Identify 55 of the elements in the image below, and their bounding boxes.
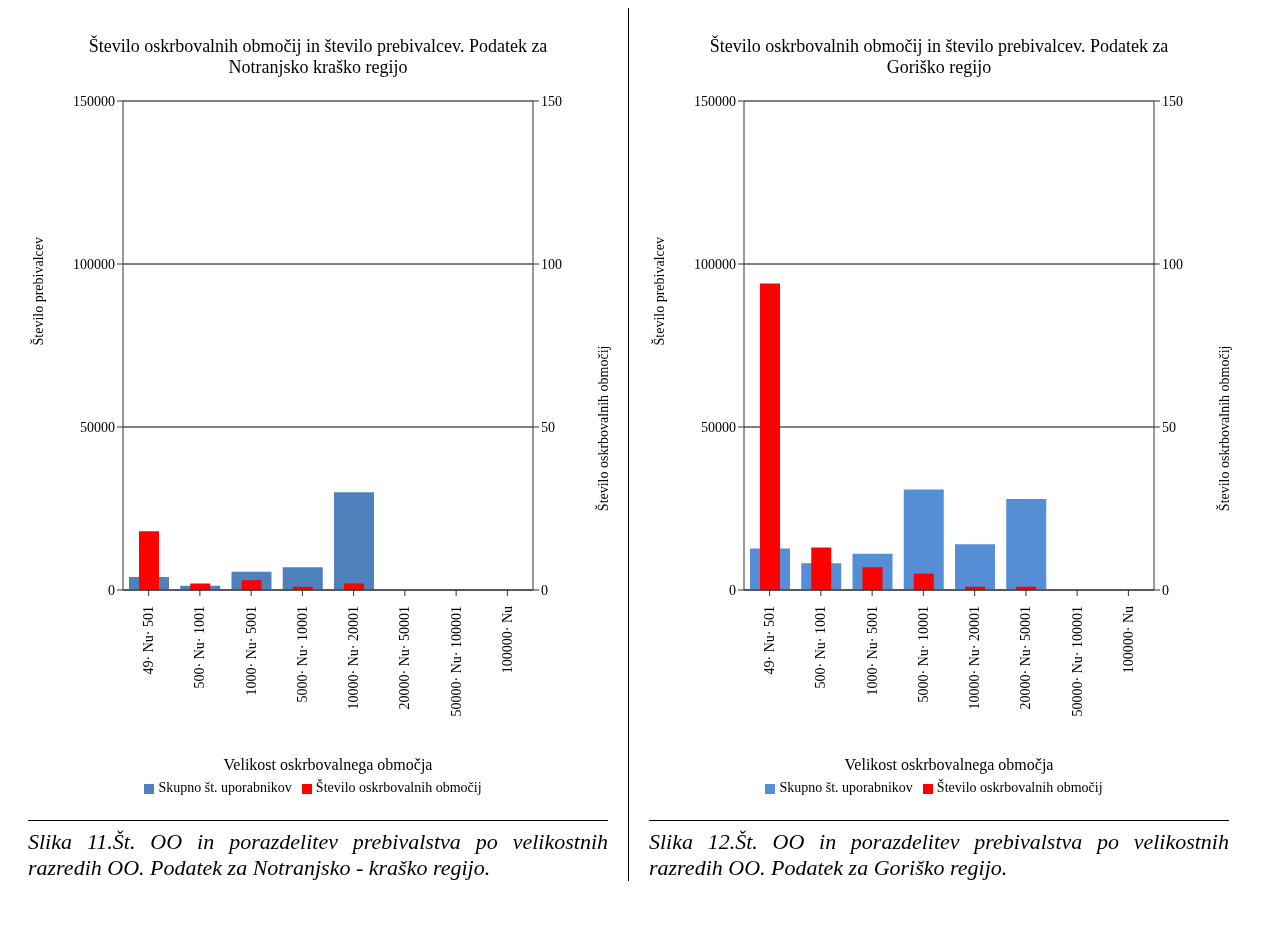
y2-tick-label: 0 [541,582,548,598]
legend-label: Število oskrbovalnih območij [936,780,1103,795]
x-tick-label: 100000· Nu [499,606,515,674]
x-tick-label: 5000· Nu· 10001 [915,606,931,703]
y2-tick-label: 50 [541,419,555,435]
x-tick-label: 20000· Nu· 50001 [1018,606,1034,710]
y-tick-label: 100000 [694,256,736,272]
x-tick-label: 500· Nu· 1001 [813,606,829,689]
bar [1006,499,1047,590]
x-tick-label: 10000· Nu· 20001 [967,606,983,710]
legend-label: Skupno št. uporabnikov [779,780,913,795]
bar [862,567,883,590]
x-tick-label: 100000· Nu [1120,606,1136,674]
y-axis-title: Število prebivalcev [29,237,46,346]
x-tick-label: 10000· Nu· 20001 [346,606,362,710]
y-tick-label: 150000 [73,93,115,109]
x-tick-label: 50000· Nu· 100001 [448,606,464,717]
legend-label: Število oskrbovalnih območij [315,780,482,795]
bar [913,573,934,590]
y2-axis-title: Število oskrbovalnih območij [1215,345,1232,512]
text: Slika 12.Št. OO in porazdelitev prebivalstva po velikostnih razredih OO. Podatek za Goriško regijo. [649,820,1229,881]
x-axis-title: Velikost oskrbovalnega območja [844,756,1054,774]
y2-axis-title: Število oskrbovalnih območij [594,345,611,512]
y2-tick-label: 150 [1162,93,1183,109]
y-tick-label: 150000 [694,93,736,109]
y2-tick-label: 0 [1162,582,1169,598]
chart-title: Število oskrbovalnih območij in število prebivalcev. Podatek za Goriško regijo [709,36,1169,79]
x-tick-label: 49· Nu· 501 [141,606,157,675]
chart-title: Število oskrbovalnih območij in število prebivalcev. Podatek za Notranjsko kraško regijo [88,36,548,79]
x-tick-label: 49· Nu· 501 [762,606,778,675]
y-tick-label: 100000 [73,256,115,272]
x-tick-label: 5000· Nu· 10001 [294,606,310,703]
bar [344,583,364,590]
bar [282,567,323,590]
x-tick-label: 1000· Nu· 5001 [243,606,259,696]
x-tick-label: 20000· Nu· 50001 [397,606,413,710]
y-tick-label: 50000 [701,419,736,435]
y-tick-label: 0 [729,582,736,598]
x-axis-title: Velikost oskrbovalnega območja [223,756,433,774]
y-axis-title: Število prebivalcev [650,237,667,346]
y2-tick-label: 100 [541,256,562,272]
y2-tick-label: 100 [1162,256,1183,272]
y-tick-label: 0 [108,582,115,598]
legend-label: Skupno št. uporabnikov [158,780,292,795]
bar [241,580,262,590]
y2-tick-label: 150 [541,93,562,109]
bar [334,492,374,590]
x-tick-label: 1000· Nu· 5001 [864,606,880,696]
y-tick-label: 50000 [80,419,115,435]
bar [955,544,995,590]
x-tick-label: 50000· Nu· 100001 [1069,606,1085,717]
text: Slika 11.Št. OO in porazdelitev prebivalstva po velikostnih razredih OO. Podatek za Notranjsko - kraško regijo. [28,820,608,881]
bar [903,489,944,590]
y2-tick-label: 50 [1162,419,1176,435]
x-tick-label: 500· Nu· 1001 [192,606,208,689]
